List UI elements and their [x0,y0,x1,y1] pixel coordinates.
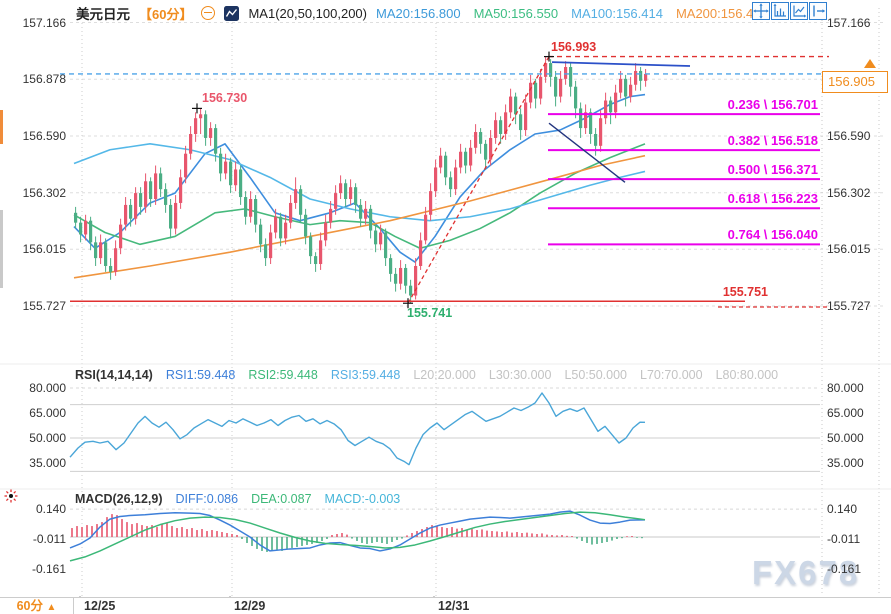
macd-legend: MACD(26,12,9) DIFF:0.086 DEA:0.087 MACD:-0.… [75,492,400,506]
price-axis-label: 156.590 [22,128,66,143]
left-axis: 157.166 156.878 156.590 156.302 156.015 155.7… [2,0,66,614]
symbol-name: 美元日元 [76,7,130,22]
timeframe-selector[interactable]: 60分 ▲ [0,598,74,614]
macd-legend-item: MACD(26,12,9) [75,492,163,506]
macd-legend-item: DEA:0.087 [251,492,312,506]
timeframe-up-arrow-icon: ▲ [46,602,57,613]
rsi-axis-label: 35.000 [827,456,864,470]
price-axis-label: 157.166 [22,15,66,30]
fib-label-0.618: 0.618 \ 156.223 [727,191,818,207]
ma-legend-item: MA20:156.800 [376,5,461,21]
price-axis-label: 156.015 [827,242,871,257]
annotation-156.730: 156.730 [202,91,248,105]
rsi-axis-label: 80.000 [827,381,864,395]
rsi-axis-label: 80.000 [29,381,66,395]
price-axis-label: 157.166 [827,15,871,30]
fib-label-0.382: 0.382 \ 156.518 [727,133,818,149]
fib-label-0.236: 0.236 \ 156.701 [727,97,818,113]
annotation-156.993: 156.993 [551,40,597,54]
macd-axis-label: -0.161 [827,562,862,577]
timeframe-label: 【60分】 [139,6,193,22]
annotation-155.741: 155.741 [407,306,453,320]
macd-axis-label: -0.161 [31,562,66,577]
rsi-axis-label: 50.000 [827,431,864,445]
goto-latest-icon[interactable] [809,2,827,20]
date-label-12/25: 12/25 [84,599,116,613]
rsi-legend-item: RSI3:59.448 [330,368,401,382]
pan-icon[interactable] [752,2,770,20]
chart-header: 美元日元 【60分】 MA1(20,50,100,200) MA20:156.8… [76,3,761,23]
annotation-155.751: 155.751 [722,285,768,299]
fx678-watermark: FX678 [752,554,860,591]
macd-axis-label: -0.011 [827,532,861,547]
ma-legend-item: MA100:156.414 [571,5,663,21]
chart-toolbar [752,2,827,20]
indicator-chart-icon[interactable] [224,5,240,21]
price-up-arrow-icon [864,59,876,68]
ma-legend-item: MA50:156.550 [473,5,559,21]
macd-legend-item: MACD:-0.003 [324,492,401,506]
ma-settings-label: MA1(20,50,100,200) [248,5,367,21]
timeframe-selector-label: 60分 [16,599,43,613]
ma-legend: MA20:156.800 MA50:156.550 MA100:156.414 MA2… [376,6,761,21]
indicator-settings-icon[interactable] [4,489,18,503]
macd-legend-item: DIFF:0.086 [175,492,239,506]
rsi-axis-label: 65.000 [29,406,66,420]
rsi-legend-item: RSI(14,14,14) [75,368,153,382]
rsi-legend-item: RSI2:59.448 [248,368,318,382]
zoom-x-axis-icon[interactable] [771,2,789,20]
left-edge-orange-marker [0,110,3,144]
collapse-icon[interactable] [201,6,216,20]
time-axis-bar: 60分 ▲ 12/25 12/29 12/31 [0,597,891,614]
ma-legend-item: MA200:156.48 [675,5,761,21]
rsi-axis-label: 50.000 [29,431,66,445]
rsi-legend-item: L50:50.000 [564,368,628,382]
fib-label-0.764: 0.764 \ 156.040 [727,227,818,243]
macd-axis-label: 0.140 [827,502,858,517]
date-label-12/29: 12/29 [234,599,266,613]
macd-axis-label: -0.011 [32,532,66,547]
rsi-legend-item: L80:80.000 [715,368,779,382]
price-axis-label: 156.302 [22,185,66,200]
rsi-axis-label: 65.000 [827,406,864,420]
fib-label-0.500: 0.500 \ 156.371 [727,162,818,178]
rsi-legend-item: L30:30.000 [488,368,552,382]
price-axis-label: 156.302 [827,185,871,200]
price-axis-label: 155.727 [827,298,871,313]
rsi-legend: RSI(14,14,14) RSI1:59.448 RSI2:59.448 RSI3:… [75,368,778,382]
price-axis-label: 156.878 [22,72,66,87]
current-price-badge: 156.905 [822,71,888,93]
price-axis-label: 155.727 [22,298,66,313]
left-edge-gray-marker [0,210,3,288]
macd-axis-label: 0.140 [35,502,66,517]
date-label-12/31: 12/31 [438,599,470,613]
rsi-legend-item: RSI1:59.448 [165,368,236,382]
rsi-legend-item: L70:70.000 [640,368,703,382]
price-axis-label: 156.590 [827,128,871,143]
price-axis-label: 156.015 [22,242,66,257]
rsi-legend-item: L20:20.000 [413,368,476,382]
rsi-axis-label: 35.000 [29,456,66,470]
zoom-y-axis-icon[interactable] [790,2,808,20]
